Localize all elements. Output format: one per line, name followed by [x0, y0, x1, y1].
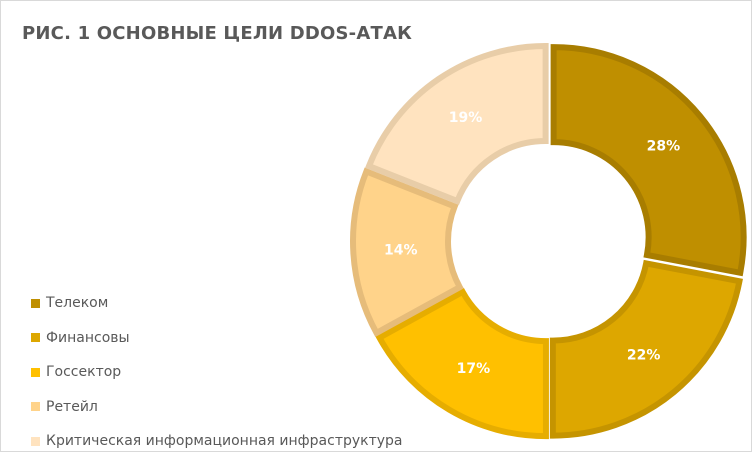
chart-title: РИС. 1 ОСНОВНЫЕ ЦЕЛИ DDOS-АТАК: [22, 23, 412, 44]
legend-item-2: Финансовы: [31, 321, 403, 356]
legend-label: Госсектор: [46, 364, 122, 381]
slice-4: [350, 167, 464, 337]
legend-label: Телеком: [46, 295, 109, 312]
legend-swatch: [31, 298, 40, 308]
legend-label: Финансовы: [46, 329, 130, 346]
data-label-1: 28%: [647, 138, 681, 154]
legend-swatch: [31, 333, 40, 343]
legend-item-3: Госсектор: [31, 355, 403, 390]
data-label-3: 17%: [457, 361, 491, 377]
chart-legend: Телеком Финансовы Госсектор Ретейл Критическ…: [31, 286, 403, 451]
data-label-4: 14%: [384, 242, 418, 258]
legend-swatch: [31, 367, 40, 377]
legend-item-4: Ретейл: [31, 390, 403, 425]
legend-label: Критическая информационная инфраструктур…: [46, 433, 403, 450]
legend-swatch: [31, 402, 40, 412]
legend-swatch: [31, 436, 40, 446]
slice-5: [365, 43, 549, 205]
slice-3: [375, 287, 549, 440]
slice-1: [550, 44, 747, 277]
data-label-2: 22%: [627, 347, 661, 363]
data-label-5: 19%: [449, 110, 483, 126]
slice-2: [549, 259, 743, 439]
legend-label: Ретейл: [46, 398, 98, 415]
legend-item-5: Критическая информационная инфраструктур…: [31, 424, 403, 451]
legend-item-1: Телеком: [31, 286, 403, 321]
